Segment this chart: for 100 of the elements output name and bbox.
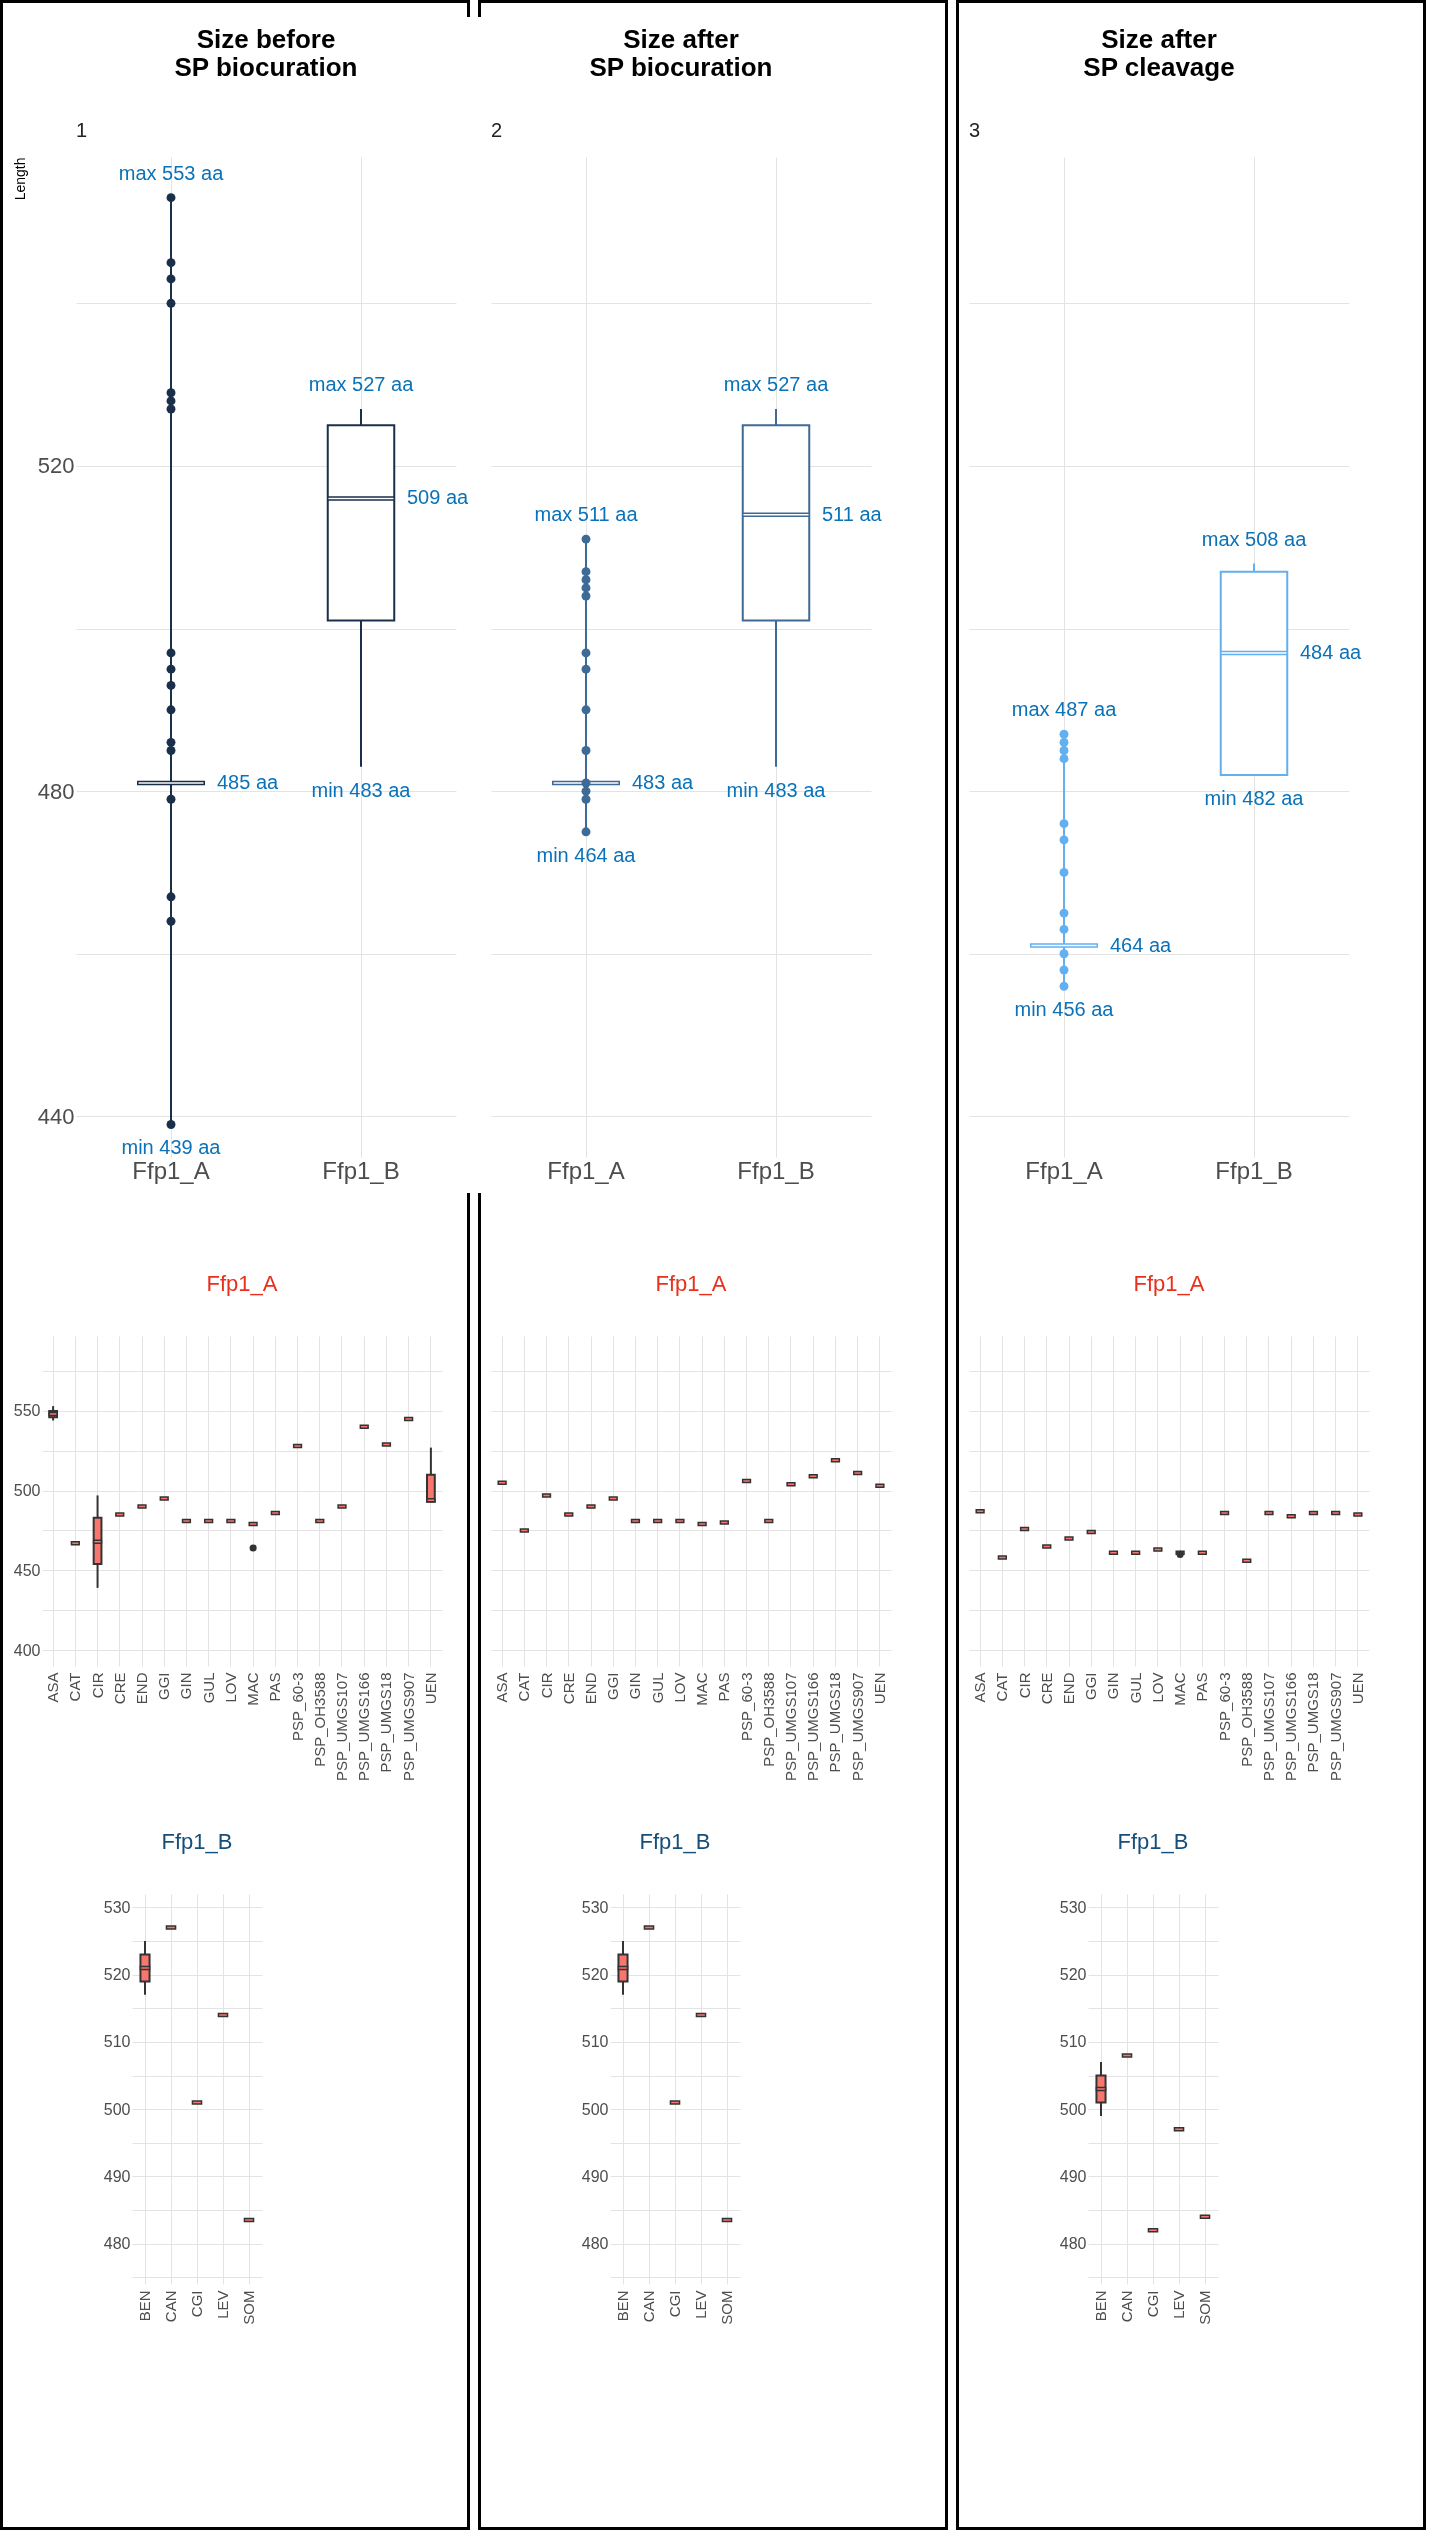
x-tick-label: MAC — [693, 1672, 711, 1706]
y-axis-title: Length — [11, 157, 28, 201]
x-tick-label: GIN — [626, 1672, 644, 1700]
x-tick-label: GUL — [648, 1672, 666, 1704]
x-tick-label: PSP_UMGS907 — [848, 1672, 866, 1781]
x-tick-label: SOM — [718, 2290, 735, 2325]
y-tick-label: 520 — [103, 1966, 131, 1984]
annotation: max 511 aa — [534, 503, 639, 526]
x-tick-label: BEN — [614, 2290, 631, 2322]
x-tick-label: ASA — [44, 1672, 62, 1703]
y-tick-label: 510 — [103, 2033, 131, 2051]
x-tick-label: PSP_OH3588 — [310, 1672, 328, 1767]
annotation: 485 aa — [217, 771, 280, 794]
annotation: max 508 aa — [1201, 527, 1308, 550]
text: 1 — [76, 119, 88, 141]
x-tick-label: CIR — [537, 1672, 555, 1699]
x-tick-label: UEN — [1348, 1672, 1366, 1705]
x-tick-label: CAN — [162, 2290, 179, 2323]
x-tick-label: Ffp1_A — [132, 1156, 210, 1184]
y-tick-label: 510 — [1059, 2033, 1087, 2051]
annotation: 484 aa — [1300, 640, 1363, 663]
x-tick-label: GUL — [199, 1672, 217, 1704]
y-tick-label: 520 — [37, 453, 75, 479]
x-tick-label: END — [582, 1672, 599, 1705]
x-tick-label: GIN — [177, 1672, 195, 1700]
x-tick-label: LOV — [221, 1672, 239, 1703]
x-tick-label: CIR — [1015, 1672, 1033, 1699]
x-tick-label: LEV — [692, 2290, 709, 2319]
y-tick-label: 450 — [13, 1561, 41, 1579]
y-tick-label: 510 — [581, 2033, 609, 2051]
annotation: 511 aa — [822, 502, 883, 525]
y-tick-label: 490 — [581, 2167, 609, 2185]
y-tick-label: 480 — [1059, 2235, 1087, 2253]
text: 2 — [491, 119, 503, 141]
y-tick-label: 530 — [581, 1898, 609, 1916]
x-tick-label: END — [133, 1672, 150, 1705]
x-tick-label: LEV — [1170, 2290, 1187, 2319]
x-tick-label: ASA — [493, 1672, 511, 1703]
text: 3 — [969, 119, 981, 141]
chart-title: Ffp1_B — [1117, 1829, 1189, 1854]
x-tick-label: PSP_UMGS18 — [1304, 1672, 1322, 1773]
annotation: min 439 aa — [121, 1136, 222, 1159]
x-tick-label: CAT — [66, 1672, 84, 1702]
x-tick-label: GUL — [1126, 1672, 1144, 1704]
annotation: min 483 aa — [311, 778, 412, 801]
x-tick-label: PSP_60-3 — [737, 1672, 755, 1741]
x-tick-label: SOM — [1196, 2290, 1213, 2325]
x-tick-label: PAS — [715, 1672, 733, 1702]
x-tick-label: PSP_UMGS18 — [377, 1672, 395, 1773]
chart-title: Size after SP cleavage — [1083, 24, 1235, 82]
x-tick-label: CAN — [1118, 2290, 1135, 2323]
x-tick-label: PSP_OH3588 — [759, 1672, 777, 1767]
x-tick-label: LOV — [1148, 1672, 1166, 1703]
annotation: min 464 aa — [536, 843, 637, 866]
x-tick-label: END — [1060, 1672, 1077, 1705]
x-tick-label: PSP_UMGS166 — [1282, 1672, 1300, 1781]
annotation: max 487 aa — [1011, 698, 1118, 721]
x-tick-label: PAS — [1193, 1672, 1211, 1702]
x-tick-label: CGI — [1144, 2290, 1161, 2318]
x-tick-label: Ffp1_A — [1025, 1156, 1103, 1184]
x-tick-label: CAT — [515, 1672, 533, 1702]
x-tick-label: PSP_UMGS907 — [1326, 1672, 1344, 1781]
x-tick-label: CRE — [559, 1672, 577, 1705]
annotation: max 553 aa — [118, 161, 225, 184]
chart-title: Ffp1_B — [161, 1829, 233, 1854]
x-tick-label: Ffp1_B — [322, 1156, 400, 1184]
annotation: min 456 aa — [1014, 998, 1115, 1021]
x-tick-label: CGI — [188, 2290, 205, 2318]
x-tick-label: LEV — [214, 2290, 231, 2319]
y-tick-label: 550 — [13, 1402, 41, 1420]
x-tick-label: PSP_60-3 — [288, 1672, 306, 1741]
x-tick-label: PAS — [266, 1672, 284, 1702]
x-tick-label: CAN — [640, 2290, 657, 2323]
chart-title: Ffp1_A — [206, 1271, 278, 1296]
chart-title: Ffp1_A — [655, 1271, 727, 1296]
x-tick-label: UEN — [421, 1672, 439, 1705]
x-tick-label: PSP_UMGS907 — [399, 1672, 417, 1781]
x-tick-label: UEN — [870, 1672, 888, 1705]
chart-title: Ffp1_A — [1133, 1271, 1205, 1296]
x-tick-label: PSP_60-3 — [1215, 1672, 1233, 1741]
y-tick-label: 500 — [13, 1482, 41, 1500]
x-tick-label: BEN — [1092, 2290, 1109, 2322]
x-tick-label: Ffp1_B — [1215, 1156, 1293, 1184]
y-tick-label: 490 — [1059, 2167, 1087, 2185]
y-tick-label: 520 — [581, 1966, 609, 1984]
x-tick-label: GGI — [1082, 1672, 1100, 1701]
y-tick-label: 500 — [1059, 2100, 1087, 2118]
annotation: min 482 aa — [1204, 786, 1305, 809]
x-tick-label: PSP_UMGS107 — [1260, 1672, 1277, 1781]
x-tick-label: CGI — [666, 2290, 683, 2318]
x-tick-label: MAC — [1171, 1672, 1189, 1706]
annotation: min 483 aa — [726, 778, 827, 801]
y-tick-label: 530 — [1059, 1898, 1087, 1916]
y-tick-label: 400 — [13, 1641, 41, 1659]
x-tick-label: CIR — [88, 1672, 106, 1699]
y-tick-label: 480 — [581, 2235, 609, 2253]
x-tick-label: PSP_OH3588 — [1237, 1672, 1255, 1767]
x-tick-label: LOV — [670, 1672, 688, 1703]
chart-title: Ffp1_B — [639, 1829, 711, 1854]
x-tick-label: GIN — [1104, 1672, 1122, 1700]
